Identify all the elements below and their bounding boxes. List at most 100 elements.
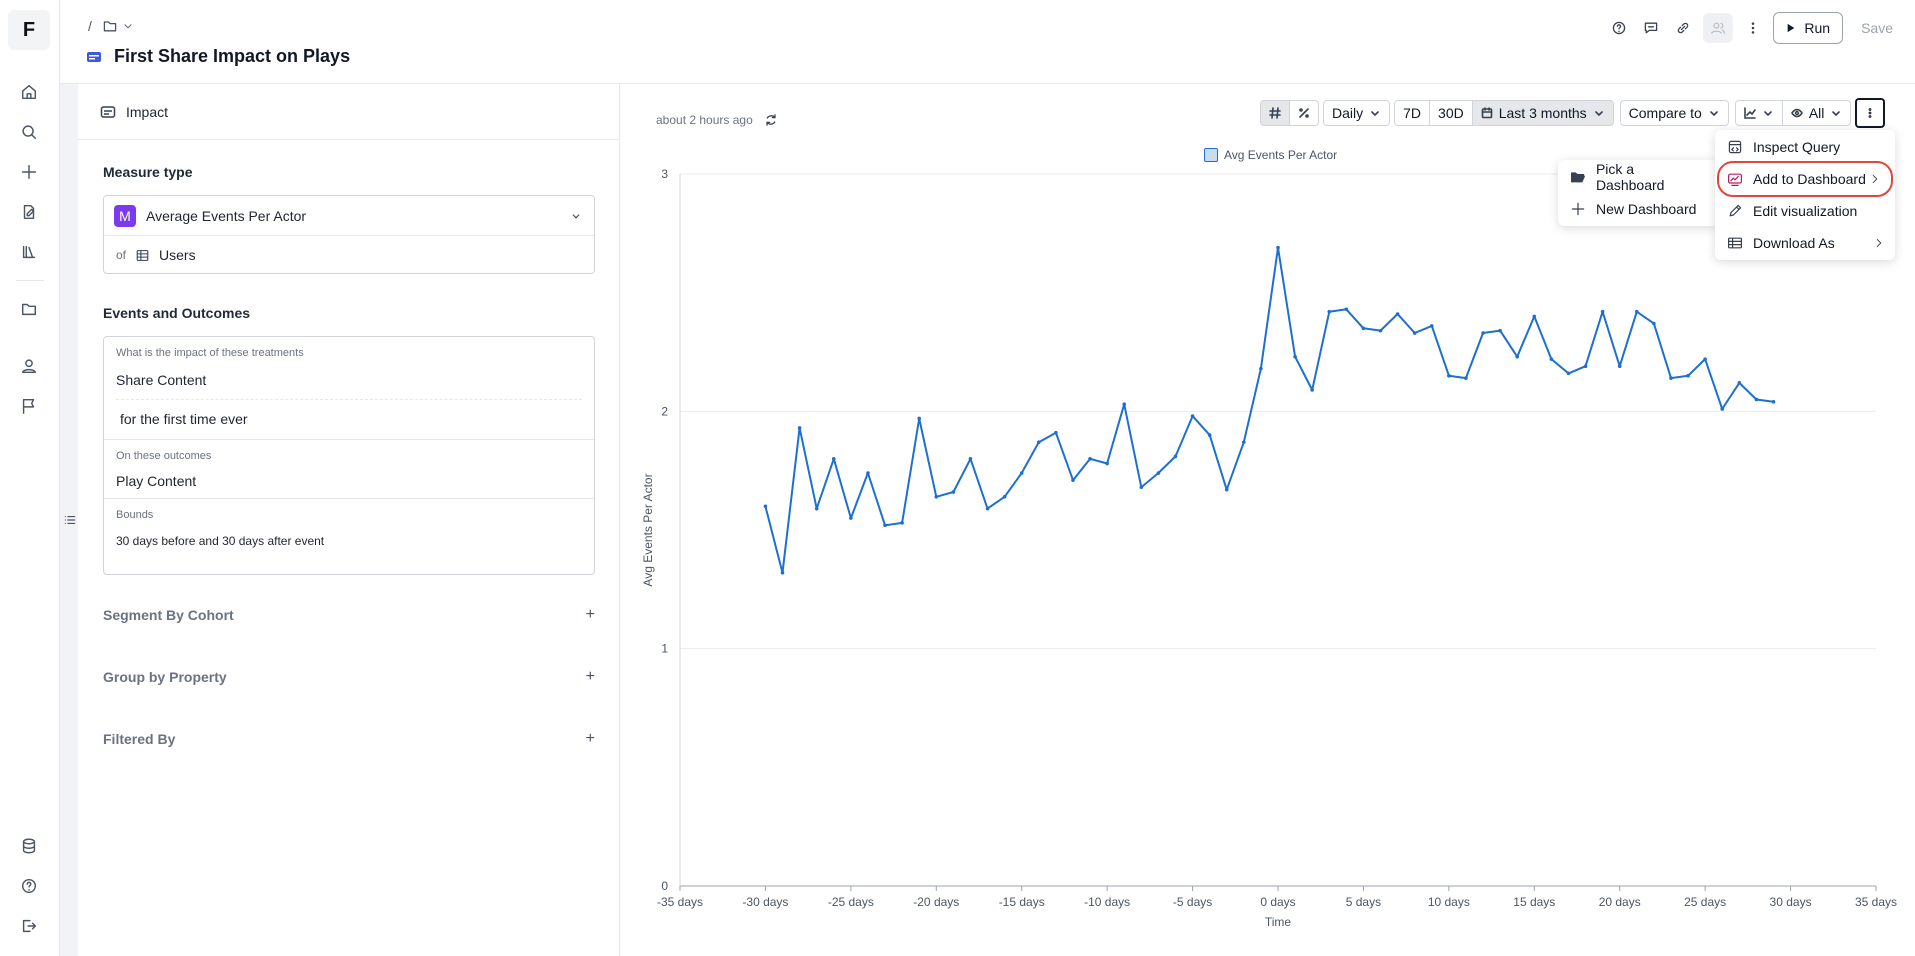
pick-dashboard-item[interactable]: Pick a Dashboard [1558,161,1718,193]
view-controls: All [1734,100,1852,126]
visibility-select[interactable]: All [1782,100,1852,126]
percent-icon[interactable] [1290,100,1319,126]
data-point [1327,309,1332,314]
y-tick-label: 3 [661,167,668,181]
data-point [1242,440,1246,444]
chart-overflow-menu: Inspect Query Add to Dashboard Edit visu… [1715,130,1895,260]
chart-legend[interactable]: Avg Events Per Actor [1204,148,1337,162]
data-point [1583,364,1588,369]
x-tick-label: 25 days [1684,895,1726,909]
download-as-item[interactable]: Download As [1715,227,1895,259]
group-label: Group by Property [103,669,227,685]
data-point [763,504,768,509]
treatment-qualifier[interactable]: for the first time ever [120,411,248,427]
x-tick-label: 10 days [1428,895,1470,909]
legend-label: Avg Events Per Actor [1224,148,1338,162]
data-point [1498,328,1502,333]
search-icon[interactable] [18,121,40,143]
y-tick-label: 1 [661,642,668,656]
table-icon [1728,237,1742,249]
inspect-query-item[interactable]: Inspect Query [1715,131,1895,163]
measure-value: Average Events Per Actor [146,207,307,224]
data-point [1207,433,1212,437]
outcome-event[interactable]: Play Content [116,473,197,489]
run-button[interactable]: Run [1773,12,1844,44]
data-point [1054,430,1058,435]
data-point [1037,440,1041,444]
measure-type-heading: Measure type [103,164,193,180]
flag-icon[interactable] [18,395,40,417]
refresh-icon[interactable] [763,112,779,128]
date-range-value: Last 3 months [1498,105,1587,121]
x-tick-label: 20 days [1599,895,1641,909]
chart-more-button[interactable] [1855,98,1886,128]
impact-icon [100,105,116,118]
plus-icon[interactable] [18,161,40,183]
add-to-dashboard-item[interactable]: Add to Dashboard [1717,161,1893,197]
page-title[interactable]: First Share Impact on Plays [114,46,351,66]
folder-icon[interactable] [18,298,40,320]
data-point [1276,245,1280,250]
help-icon[interactable] [1607,16,1631,40]
database-icon[interactable] [18,835,40,857]
treatment-event[interactable]: Share Content [116,372,207,388]
range-7d-button[interactable]: 7D [1394,100,1431,126]
config-panel: Impact Measure type M Average Events Per… [78,84,620,956]
dashboard-icon [1728,173,1742,186]
library-icon[interactable] [18,241,40,263]
data-point [1703,357,1707,361]
inspect-icon [1728,140,1742,154]
share-users-icon[interactable] [1703,13,1734,43]
folder-open-icon [1570,172,1585,183]
data-point [1635,309,1639,314]
user-icon[interactable] [18,355,40,377]
data-point [1669,376,1673,380]
chevron-down-icon [1764,111,1772,117]
logout-icon[interactable] [18,915,40,937]
help-icon[interactable] [18,875,40,897]
legend-swatch [1204,148,1218,162]
new-dashboard-item[interactable]: New Dashboard [1558,193,1718,225]
granularity-select[interactable]: Daily [1323,100,1391,126]
data-point [1617,364,1622,369]
more-vertical-icon[interactable] [1741,16,1765,40]
save-button[interactable]: Save [1861,20,1893,36]
data-point [1515,354,1519,359]
data-point [1173,454,1178,459]
comment-icon[interactable] [1639,16,1663,40]
edit-visualization-item[interactable]: Edit visualization [1715,195,1895,227]
data-point [985,506,990,511]
events-heading: Events and Outcomes [103,305,251,321]
chevron-right-icon [1872,174,1878,184]
app-logo[interactable]: F [8,10,50,50]
measure-select[interactable]: M Average Events Per Actor [104,196,594,236]
date-range-select[interactable]: Last 3 months [1472,100,1614,126]
filtered-by-row[interactable]: Filtered By + [103,730,595,748]
note-icon[interactable] [18,201,40,223]
visibility-value: All [1808,105,1825,121]
data-point [1481,331,1485,335]
group-by-property-row[interactable]: Group by Property + [103,668,595,686]
download-as-label: Download As [1753,235,1835,251]
link-icon[interactable] [1671,16,1695,40]
x-axis-title: Time [1265,915,1292,929]
home-icon[interactable] [18,81,40,103]
data-point [866,471,870,475]
bounds-block[interactable]: Bounds 30 days before and 30 days after … [104,498,594,548]
filter-label: Filtered By [103,731,176,747]
y-axis-title: Avg Events Per Actor [641,473,655,586]
plus-icon[interactable]: + [585,668,595,685]
measure-box: M Average Events Per Actor of Users [103,195,595,274]
x-tick-label: -5 days [1173,895,1212,909]
segment-by-cohort-row[interactable]: Segment By Cohort + [103,606,595,624]
of-row[interactable]: of Users [104,236,594,274]
compare-select[interactable]: Compare to [1619,100,1729,126]
panel-tab[interactable]: Impact [78,84,619,140]
folder-icon[interactable] [102,18,134,34]
plus-icon[interactable]: + [585,730,595,747]
data-point [1566,371,1571,376]
hash-icon[interactable] [1260,100,1290,126]
plus-icon[interactable]: + [585,606,595,623]
range-30d-button[interactable]: 30D [1430,100,1473,126]
chart-type-select[interactable] [1734,100,1783,126]
